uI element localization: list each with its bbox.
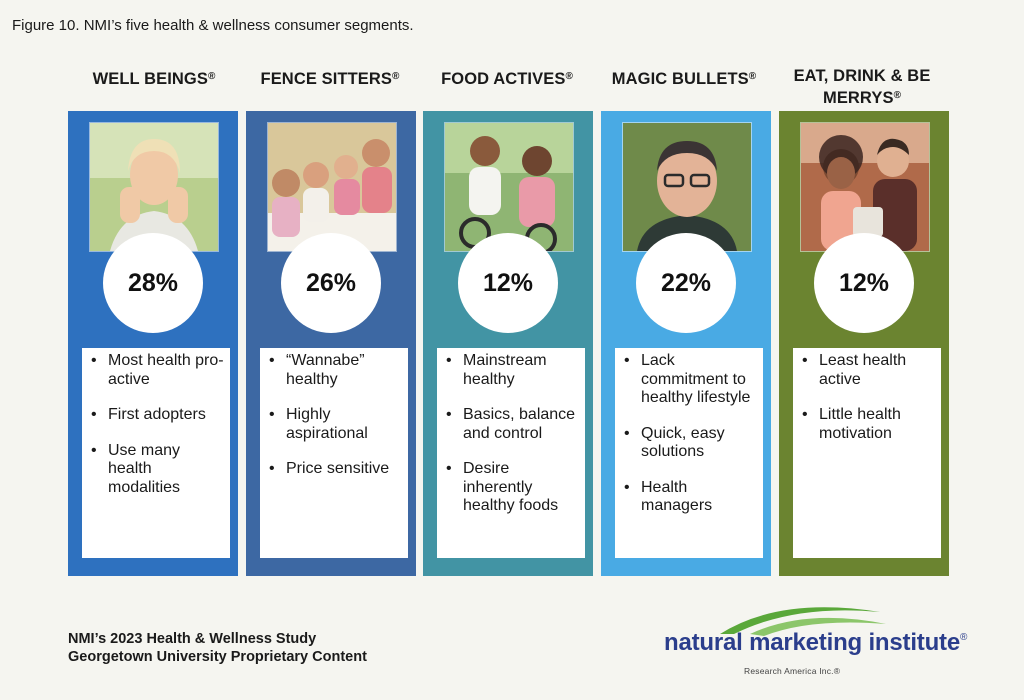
segment-title-well-beings: WELL BEINGS®	[92, 70, 216, 88]
bullet-item: Health managers	[624, 479, 759, 516]
footer-study-line: NMI’s 2023 Health & Wellness Study	[68, 631, 317, 647]
segment-photo-food-actives	[444, 122, 574, 252]
logo-tagline: Research America Inc.®	[744, 666, 841, 676]
bullet-item: Least health active	[802, 352, 937, 389]
segment-panel-eat-drink-be-merrys: 12% Least health active Little health mo…	[779, 111, 949, 576]
figure-title: Figure 10. NMI’s five health & wellness …	[12, 17, 414, 34]
segment-title-fence-sitters: FENCE SITTERS®	[260, 70, 400, 88]
bullet-item: “Wannabe” healthy	[269, 352, 404, 389]
segment-panel-fence-sitters: 26% “Wannabe” healthy Highly aspirationa…	[246, 111, 416, 576]
bullet-item: Mainstream healthy	[446, 352, 581, 389]
segment-title-magic-bullets: MAGIC BULLETS®	[611, 70, 757, 88]
segment-bullets-magic-bullets: Lack commitment to healthy lifestyle Qui…	[615, 348, 763, 558]
swoosh-logo-icon	[720, 607, 886, 636]
bullet-item: Use many health modalities	[91, 442, 226, 498]
bullet-item: Desire inherently healthy foods	[446, 460, 581, 516]
bullet-item: First adopters	[91, 406, 226, 425]
segment-bullets-well-beings: Most health pro-active First adopters Us…	[82, 348, 230, 558]
nmi-logo: natural marketing institute® Research Am…	[660, 592, 967, 682]
segment-photo-well-beings	[89, 122, 219, 252]
bullet-item: Quick, easy solutions	[624, 425, 759, 462]
segment-percent-food-actives: 12%	[458, 233, 558, 333]
footer-proprietary-line: Georgetown University Proprietary Conten…	[68, 649, 367, 665]
segment-bullets-food-actives: Mainstream healthy Basics, balance and c…	[437, 348, 585, 558]
segment-percent-fence-sitters: 26%	[281, 233, 381, 333]
segment-photo-fence-sitters	[267, 122, 397, 252]
segment-panel-food-actives: 12% Mainstream healthy Basics, balance a…	[423, 111, 593, 576]
segment-percent-magic-bullets: 22%	[636, 233, 736, 333]
segment-photo-eat-drink-be-merrys	[800, 122, 930, 252]
segment-title-food-actives: FOOD ACTIVES®	[441, 70, 573, 88]
bullet-item: Basics, balance and control	[446, 406, 581, 443]
bullet-item: Lack commitment to healthy lifestyle	[624, 352, 759, 408]
bullet-item: Most health pro-active	[91, 352, 226, 389]
segment-bullets-fence-sitters: “Wannabe” healthy Highly aspirational Pr…	[260, 348, 408, 558]
bullet-item: Price sensitive	[269, 460, 404, 479]
segment-percent-well-beings: 28%	[103, 233, 203, 333]
segment-title-eat-drink-be-merrys: EAT, DRINK & BE MERRYS®	[793, 67, 931, 107]
bullet-item: Little health motivation	[802, 406, 937, 443]
bullet-item: Highly aspirational	[269, 406, 404, 443]
segment-panel-well-beings: 28% Most health pro-active First adopter…	[68, 111, 238, 576]
footer-source: NMI’s 2023 Health & Wellness Study Georg…	[68, 630, 367, 666]
segment-bullets-eat-drink-be-merrys: Least health active Little health motiva…	[793, 348, 941, 558]
segment-panel-magic-bullets: 22% Lack commitment to healthy lifestyle…	[601, 111, 771, 576]
segment-percent-eat-drink-be-merrys: 12%	[814, 233, 914, 333]
logo-name: natural marketing institute®	[664, 629, 968, 656]
